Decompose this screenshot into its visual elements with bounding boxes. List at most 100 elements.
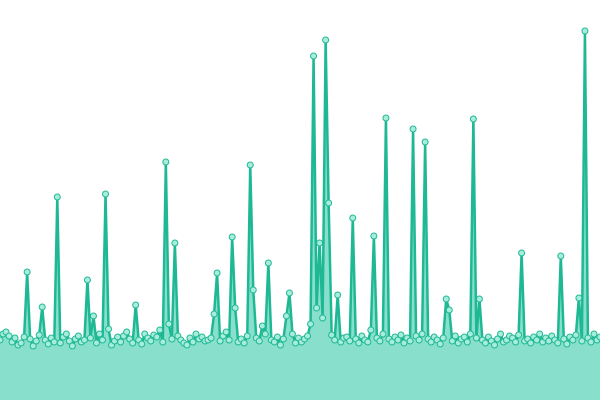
point-marker (569, 336, 577, 344)
point-marker (463, 338, 471, 346)
point-marker (379, 330, 387, 338)
point-marker (310, 52, 318, 60)
point-marker (26, 335, 34, 343)
point-marker (472, 334, 480, 342)
point-marker (557, 252, 565, 260)
point-marker (17, 339, 25, 347)
point-marker (515, 331, 523, 339)
point-marker (147, 337, 155, 345)
point-marker (319, 314, 327, 322)
area-fill (0, 31, 600, 400)
point-marker (44, 340, 52, 348)
area-line (0, 29, 600, 348)
point-marker (397, 331, 405, 339)
point-marker (364, 338, 372, 346)
point-marker (325, 199, 333, 207)
point-marker (138, 340, 146, 348)
point-marker (527, 339, 535, 347)
point-marker (132, 301, 140, 309)
point-marker (270, 338, 278, 346)
point-marker (439, 334, 447, 342)
point-marker (213, 269, 221, 277)
point-marker (210, 310, 218, 318)
point-marker (264, 259, 272, 267)
point-marker (123, 328, 131, 336)
point-marker (11, 334, 19, 342)
point-marker (156, 326, 164, 334)
point-marker (183, 341, 191, 349)
point-marker (554, 339, 562, 347)
point-marker (436, 340, 444, 348)
point-marker (225, 336, 233, 344)
point-marker (86, 334, 94, 342)
point-marker (153, 333, 161, 341)
point-marker (469, 115, 477, 123)
point-marker (328, 331, 336, 339)
point-marker (481, 339, 489, 347)
point-marker (490, 341, 498, 349)
point-marker (322, 36, 330, 44)
point-marker (162, 158, 170, 166)
point-marker (560, 335, 568, 343)
point-marker (587, 338, 595, 346)
point-marker (102, 190, 110, 198)
point-marker (89, 312, 97, 320)
point-marker (394, 336, 402, 344)
point-marker (171, 239, 179, 247)
point-marker (285, 289, 293, 297)
point-marker (460, 333, 468, 341)
point-marker (427, 338, 435, 346)
point-marker (493, 335, 501, 343)
point-marker (255, 337, 263, 345)
point-marker (590, 330, 598, 338)
point-marker (50, 338, 58, 346)
point-marker (304, 332, 312, 340)
point-marker (243, 332, 251, 340)
point-marker (572, 331, 580, 339)
point-marker (207, 334, 215, 342)
point-marker (165, 320, 173, 328)
point-marker (451, 332, 459, 340)
point-marker (533, 336, 541, 344)
point-marker (23, 268, 31, 276)
point-marker (497, 330, 505, 338)
point-marker (382, 114, 390, 122)
point-marker (316, 239, 324, 247)
point-marker (388, 338, 396, 346)
point-marker (29, 342, 37, 350)
point-marker (415, 336, 423, 344)
point-marker (261, 330, 269, 338)
point-marker (65, 337, 73, 345)
point-marker (346, 337, 354, 345)
point-marker (331, 336, 339, 344)
point-marker (189, 338, 197, 346)
point-marker (117, 338, 125, 346)
point-marker (74, 332, 82, 340)
point-marker (400, 339, 408, 347)
point-marker (273, 333, 281, 341)
point-marker (216, 337, 224, 345)
point-marker (99, 336, 107, 344)
point-marker (596, 333, 600, 341)
point-marker (313, 304, 321, 312)
point-marker (246, 161, 254, 169)
point-marker (578, 337, 586, 345)
point-marker (222, 328, 230, 336)
point-marker (575, 294, 583, 302)
point-marker (276, 341, 284, 349)
point-marker (355, 339, 363, 347)
point-marker (228, 233, 236, 241)
point-marker (53, 193, 61, 201)
point-marker (376, 337, 384, 345)
point-marker (105, 325, 113, 333)
point-marker (334, 291, 342, 299)
point-marker (349, 214, 357, 222)
point-marker (581, 27, 589, 35)
point-marker (20, 333, 28, 341)
point-marker (370, 232, 378, 240)
point-marker (512, 338, 520, 346)
point-marker (129, 339, 137, 347)
point-marker (367, 326, 375, 334)
point-marker (445, 306, 453, 314)
